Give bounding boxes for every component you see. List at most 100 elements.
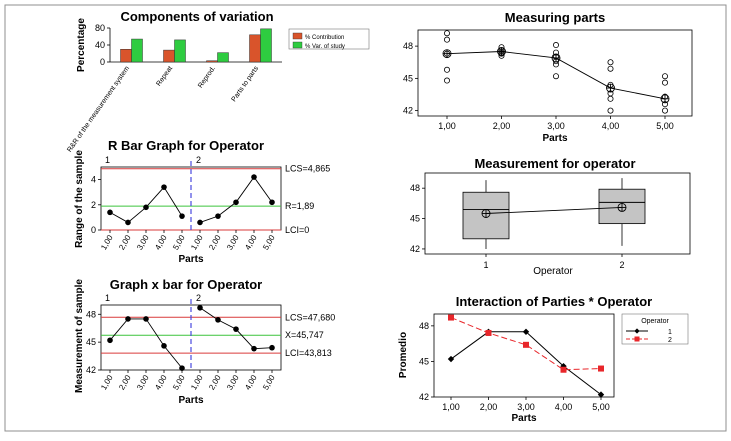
measurement-point [607,65,614,72]
y-tick-label: 45 [403,73,413,83]
measurement-point [607,95,614,102]
plot-area [433,313,615,398]
data-point [197,219,203,226]
data-point [197,304,203,311]
x-axis-label: Parts [511,413,536,424]
measurement-point [443,36,450,43]
legend-swatch [292,32,303,40]
chart-title: R Bar Graph for Operator [108,138,264,153]
operator-2-line [450,317,602,371]
interaction-chart: Interaction of Parties * Operator 42 45 48 P… [398,294,689,424]
data-point [161,343,167,349]
plot-area [417,29,693,117]
x-axis-label: Operator [533,266,573,277]
data-point [125,316,131,322]
measurement-point [662,73,669,80]
x-tick-label: 5,00 [656,121,674,131]
legend-marker [634,336,640,342]
data-point [161,184,167,190]
operator-1-marker [447,355,455,363]
legend-swatch [292,41,303,49]
box [598,188,646,225]
measurement-point [553,73,560,80]
measuring-parts-chart: Measuring parts 42 45 48 1,00 2,00 3,00 4,00 5,0… [403,10,693,144]
x-tick-label: 5,00 [592,402,610,412]
chart-title: Measuring parts [505,10,605,25]
data-point [125,219,131,226]
center-label: X=45,747 [285,330,324,340]
y-tick-label: 48 [403,41,413,51]
x-tick-label: 3,00 [547,121,565,131]
chart-title: Measurement for operator [474,156,635,171]
operator-2-box [598,178,646,246]
measurement-point [553,42,560,49]
chart-title: Components of variation [120,9,273,24]
x-tick-label: 1,00 [442,402,460,412]
bar-var-study [260,28,272,63]
y-tick-label: 2 [91,200,96,210]
y-axis-label: Promedio [398,332,409,378]
y-tick-label: 48 [419,321,429,331]
y-tick-label: 40 [95,40,105,50]
y-tick-label: 45 [419,356,429,366]
data-point [143,204,149,211]
data-point [143,316,149,322]
legend-label: % Contribution [305,35,344,41]
legend-label: % Var. of study [305,44,345,50]
y-tick-label: 42 [419,392,429,402]
x-axis-label: Parts [178,254,203,265]
x-tick-label: 2,00 [480,402,498,412]
x-tick-label: 2 [619,260,624,270]
y-axis-label: Measurement of sample [74,279,85,393]
x-tick-label: 4,00 [555,402,573,412]
mean-marker [442,49,452,59]
legend-label: 2 [668,337,672,344]
mean-marker [606,83,615,93]
y-tick-label: 48 [86,309,96,319]
x-axis-label: Parts [178,395,203,406]
legend-box [288,28,370,50]
y-tick-label: 80 [95,23,105,33]
mean-marker [481,209,491,218]
data-point [269,344,275,351]
bar-var-study [217,52,229,63]
data-point [251,345,257,352]
mean-marker [617,202,627,212]
measurement-point [662,107,669,114]
legend-marker [634,328,640,334]
y-tick-label: 45 [410,214,420,224]
x-tick-label: 4,00 [602,121,620,131]
y-tick-label: 45 [86,337,96,347]
x-tick-label: 3,00 [517,402,535,412]
measurement-for-operator-chart: Measurement for operator 42 45 48 1 2 Operator [410,156,691,277]
bar-contribution [163,49,175,63]
data-point [215,213,221,219]
operator-group-label: 2 [196,155,201,165]
mean-marker [660,94,670,104]
data-point [269,199,275,206]
operator-1-marker [597,391,605,398]
data-point [233,326,239,332]
measurement-point [443,66,450,73]
y-tick-label: 4 [91,175,96,185]
operator-1-box [462,180,510,249]
lcl-label: LCI=0 [285,225,309,235]
y-tick-label: 0 [100,57,105,67]
measurement-point [443,77,450,84]
bar-var-study [174,39,186,63]
y-axis-label: Range of the sample [74,150,85,248]
r-bar-chart: R Bar Graph for Operator 0 2 4 Range of the … [74,138,330,265]
y-tick-label: 0 [91,225,96,235]
mean-marker [497,47,506,56]
mean-marker [551,53,561,63]
y-tick-label: 48 [410,183,420,193]
operator-2-marker [560,366,567,373]
x-tick-label: 1 [483,260,488,270]
bar-contribution [120,49,132,63]
measurement-point [662,79,669,86]
ucl-label: LCS=47,680 [285,312,335,322]
mean-connect-line [485,206,623,214]
legend: Operator 12 [621,313,689,345]
